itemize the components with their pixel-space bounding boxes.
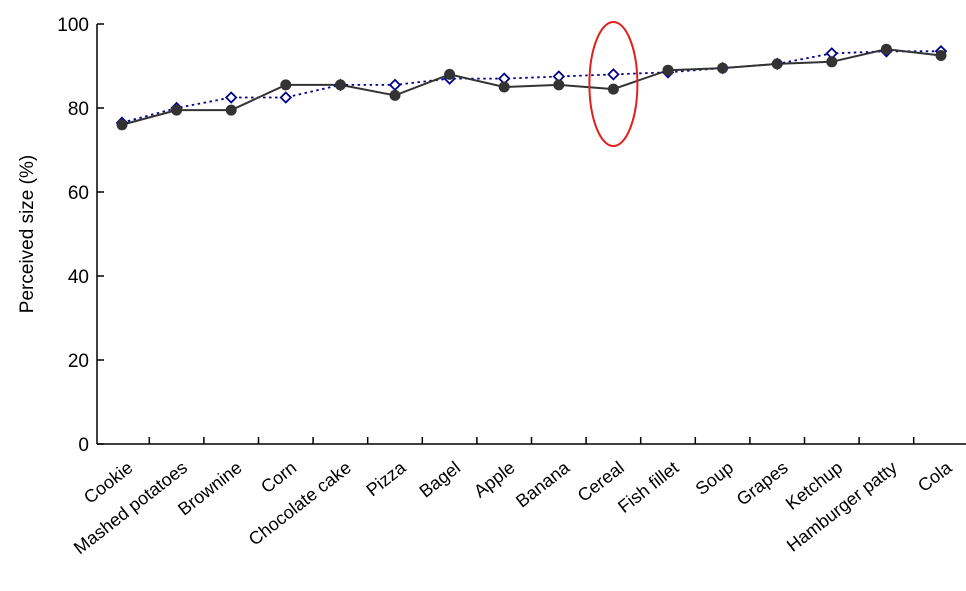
circle-point xyxy=(607,83,619,95)
circle-point xyxy=(771,58,783,70)
diamond-point xyxy=(224,91,238,104)
x-category-label: Cola xyxy=(914,457,956,496)
y-tick-label: 60 xyxy=(68,183,89,204)
x-category-label: Bagel xyxy=(415,457,464,501)
y-tick-label: 80 xyxy=(68,99,89,120)
y-tick-label: 40 xyxy=(68,267,89,288)
circle-point xyxy=(717,62,729,74)
y-axis-title: Perceived size (%) xyxy=(17,155,38,313)
highlight-ellipse xyxy=(588,21,639,147)
circle-point xyxy=(444,68,456,80)
diamond-point xyxy=(279,91,293,104)
circle-point xyxy=(826,56,838,68)
circle-point xyxy=(171,104,183,116)
diamond-point xyxy=(607,68,620,81)
y-tick-label: 100 xyxy=(57,15,89,36)
circle-point xyxy=(662,64,674,76)
circle-point xyxy=(498,81,510,93)
x-category-label: Grapes xyxy=(733,457,792,509)
diamond-point xyxy=(388,78,402,92)
x-category-label: Soup xyxy=(692,457,737,499)
x-category-label: Fish fillet xyxy=(614,457,682,516)
circle-point xyxy=(389,89,401,101)
circle-point xyxy=(334,79,346,91)
y-tick-label: 20 xyxy=(68,351,89,372)
annotation-layer xyxy=(588,21,639,147)
circle-point xyxy=(880,43,892,55)
y-tick-label: 0 xyxy=(78,435,89,456)
x-category-label: Corn xyxy=(257,457,300,497)
x-category-label: Chocolate cake xyxy=(245,457,355,549)
series-circle-line xyxy=(121,48,942,126)
circle-point xyxy=(553,79,565,91)
circle-point xyxy=(935,50,947,61)
y-axis: 0 20 40 60 80 100 Perceived size (%) xyxy=(17,15,104,456)
circle-point xyxy=(116,119,128,131)
series-layer xyxy=(115,43,948,131)
x-category-label: Pizza xyxy=(362,457,410,500)
x-category-label: Banana xyxy=(512,457,574,512)
circle-point xyxy=(225,104,237,116)
circle-point xyxy=(280,79,292,91)
